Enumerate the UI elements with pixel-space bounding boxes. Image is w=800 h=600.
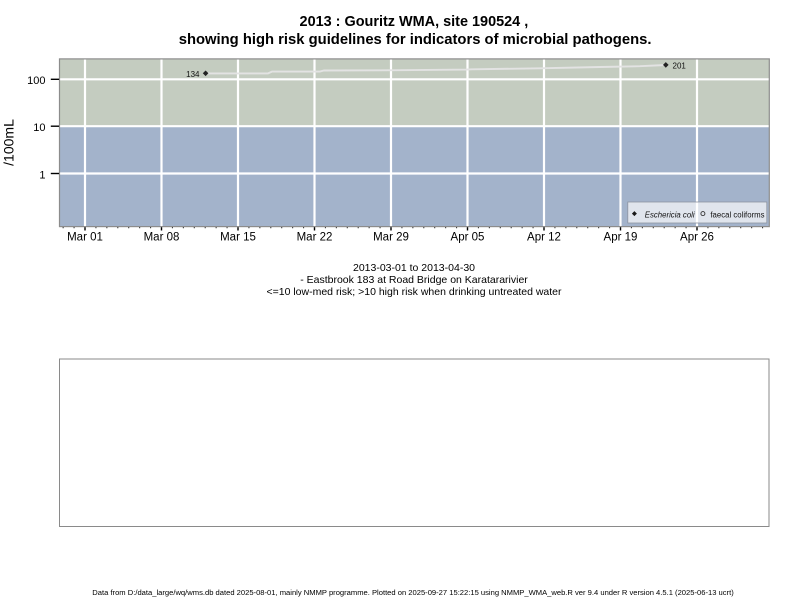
- svg-text:showing high risk guidelines f: showing high risk guidelines for indicat…: [179, 32, 652, 48]
- svg-text:Mar 01: Mar 01: [67, 232, 103, 244]
- svg-text:10: 10: [33, 122, 45, 134]
- svg-text:Eschericia coli: Eschericia coli: [645, 211, 695, 220]
- svg-text:Apr 26: Apr 26: [680, 232, 714, 244]
- svg-text:Apr 19: Apr 19: [604, 232, 638, 244]
- svg-text:Data from D:/data_large/wq/wms: Data from D:/data_large/wq/wms.db dated …: [92, 588, 734, 597]
- svg-text:Apr 12: Apr 12: [527, 232, 561, 244]
- svg-text:100: 100: [27, 75, 45, 87]
- svg-text:<=10 low-med risk; >10 high ri: <=10 low-med risk; >10 high risk when dr…: [266, 286, 562, 298]
- svg-text:2013-03-01 to 2013-04-30: 2013-03-01 to 2013-04-30: [353, 262, 475, 274]
- svg-text:134: 134: [186, 70, 200, 79]
- svg-text:Mar 22: Mar 22: [297, 232, 333, 244]
- svg-text:1: 1: [39, 169, 45, 181]
- svg-text:- Eastbrook 183 at Road Bridge: - Eastbrook 183 at Road Bridge on Karata…: [300, 274, 528, 286]
- svg-text:Apr 05: Apr 05: [451, 232, 485, 244]
- svg-text:Mar 15: Mar 15: [220, 232, 256, 244]
- svg-text:Mar 29: Mar 29: [373, 232, 409, 244]
- svg-text:2013 : Gouritz WMA, site 19052: 2013 : Gouritz WMA, site 190524 ,: [300, 14, 529, 30]
- svg-text:faecal coliforms: faecal coliforms: [710, 211, 764, 220]
- svg-text:Mar 08: Mar 08: [144, 232, 180, 244]
- svg-text:201: 201: [673, 61, 687, 70]
- svg-text:/100mL: /100mL: [1, 119, 17, 166]
